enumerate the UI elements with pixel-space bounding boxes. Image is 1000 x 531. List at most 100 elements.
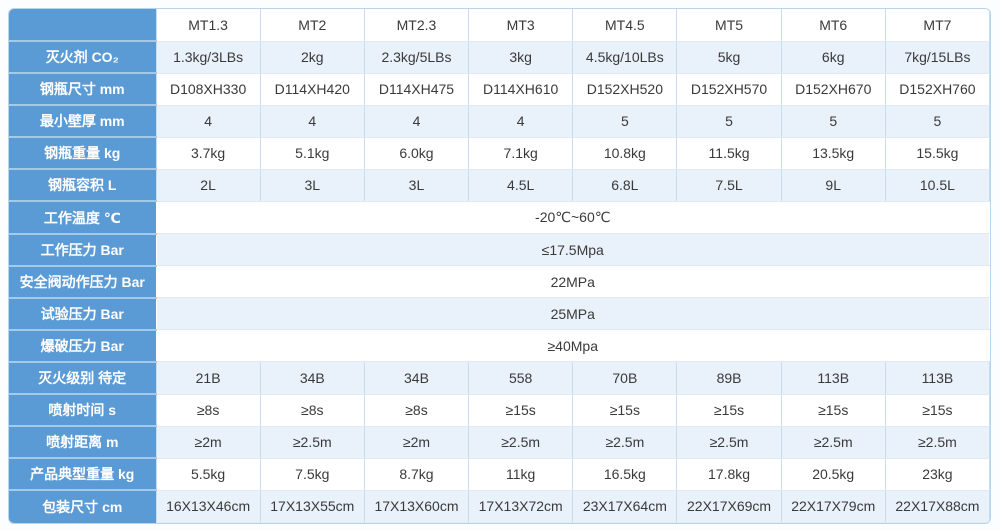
table-row: 灭火级别 待定 21B 34B 34B 558 70B 89B 113B 113B xyxy=(9,360,990,395)
column-header: MT2 xyxy=(259,9,365,42)
cell: 22X17X69cm xyxy=(676,489,782,523)
cell: ≥2m xyxy=(363,425,470,459)
cell: 7kg/15LBs xyxy=(884,40,990,74)
cell: 4.5kg/10LBs xyxy=(572,40,678,74)
cell: 11kg xyxy=(468,457,574,491)
table-row: 喷射距离 m ≥2m ≥2.5m ≥2m ≥2.5m ≥2.5m ≥2.5m ≥2.5m ≥2.… xyxy=(9,425,990,459)
cell: 113B xyxy=(780,361,886,395)
cell: 5 xyxy=(676,104,782,138)
cell: 113B xyxy=(884,361,990,395)
cell: 22X17X79cm xyxy=(780,489,886,523)
column-header: MT2.3 xyxy=(363,9,470,42)
cell: 3L xyxy=(259,168,365,202)
cell: 3L xyxy=(363,168,470,202)
cell: ≥15s xyxy=(676,393,782,427)
cell: 3kg xyxy=(468,40,574,74)
cell: D152XH520 xyxy=(572,72,678,106)
cell: D152XH570 xyxy=(676,72,782,106)
table-row: 安全阀动作压力 Bar 22MPa xyxy=(9,264,990,299)
cell: D114XH610 xyxy=(468,72,574,106)
column-header: MT3 xyxy=(468,9,574,42)
cell: 17X13X55cm xyxy=(259,489,365,523)
cell: 2L xyxy=(155,168,261,202)
table-row: 钢瓶尺寸 mm D108XH330 D114XH420 D114XH475 D114XH… xyxy=(9,72,990,106)
column-header: MT4.5 xyxy=(572,9,678,42)
cell: 9L xyxy=(780,168,886,202)
cell: 6kg xyxy=(780,40,886,74)
table-row: 爆破压力 Bar ≥40Mpa xyxy=(9,328,990,363)
row-label: 灭火剂 CO₂ xyxy=(9,39,156,74)
row-label: 试验压力 Bar xyxy=(9,296,156,330)
cell: 16X13X46cm xyxy=(155,489,261,523)
span-cell: 22MPa xyxy=(156,265,990,299)
cell: D152XH670 xyxy=(780,72,886,106)
cell: 23kg xyxy=(884,457,990,491)
cell: D152XH760 xyxy=(884,72,990,106)
spec-table: MT1.3 MT2 MT2.3 MT3 MT4.5 MT5 MT6 MT7 灭火剂 CO₂ 1.… xyxy=(9,9,990,523)
cell: D108XH330 xyxy=(155,72,261,106)
cell: 4 xyxy=(259,104,365,138)
column-header: MT1.3 xyxy=(155,9,261,42)
cell: 34B xyxy=(259,361,365,395)
cell: 5kg xyxy=(676,40,782,74)
cell: 5.5kg xyxy=(155,457,261,491)
table-row: 最小壁厚 mm 4 4 4 4 5 5 5 5 xyxy=(9,104,990,138)
row-label: 钢瓶容积 L xyxy=(9,168,156,202)
cell: 17X13X72cm xyxy=(468,489,574,523)
table-row: 喷射时间 s ≥8s ≥8s ≥8s ≥15s ≥15s ≥15s ≥15s ≥15s xyxy=(9,393,990,427)
row-label: 包装尺寸 cm xyxy=(9,489,156,523)
cell: 7.5L xyxy=(676,168,782,202)
cell: 89B xyxy=(676,361,782,395)
table-row: 工作压力 Bar ≤17.5Mpa xyxy=(9,232,990,267)
corner-cell xyxy=(9,9,156,41)
row-label: 灭火级别 待定 xyxy=(9,360,156,395)
cell: 7.5kg xyxy=(259,457,365,491)
span-cell: -20℃~60℃ xyxy=(156,200,990,235)
span-cell: 25MPa xyxy=(156,297,990,331)
spec-table-container: MT1.3 MT2 MT2.3 MT3 MT4.5 MT5 MT6 MT7 灭火剂 CO₂ 1.… xyxy=(8,8,991,524)
span-cell: ≥40Mpa xyxy=(156,329,990,363)
column-header: MT6 xyxy=(780,9,886,42)
table-row: 试验压力 Bar 25MPa xyxy=(9,296,990,331)
cell: D114XH420 xyxy=(259,72,365,106)
cell: 3.7kg xyxy=(155,136,261,170)
cell: ≥8s xyxy=(259,393,365,427)
cell: 11.5kg xyxy=(676,136,782,170)
cell: 1.3kg/3LBs xyxy=(155,40,261,74)
cell: 8.7kg xyxy=(363,457,470,491)
row-label: 最小壁厚 mm xyxy=(9,104,156,138)
cell: 20.5kg xyxy=(780,457,886,491)
cell: 23X17X64cm xyxy=(572,489,678,523)
cell: 7.1kg xyxy=(468,136,574,170)
cell: 21B xyxy=(155,361,261,395)
cell: 5 xyxy=(884,104,990,138)
cell: 22X17X88cm xyxy=(884,489,990,523)
row-label: 工作温度 ℃ xyxy=(9,200,156,234)
cell: ≥2.5m xyxy=(468,425,574,459)
table-row: 产品典型重量 kg 5.5kg 7.5kg 8.7kg 11kg 16.5kg 17.8kg… xyxy=(9,457,990,491)
cell: 6.0kg xyxy=(363,136,470,170)
table-row: 钢瓶容积 L 2L 3L 3L 4.5L 6.8L 7.5L 9L 10.5L xyxy=(9,168,990,202)
cell: ≥15s xyxy=(780,393,886,427)
cell: 5.1kg xyxy=(259,136,365,170)
span-cell: ≤17.5Mpa xyxy=(156,233,990,267)
row-label: 安全阀动作压力 Bar xyxy=(9,264,156,298)
cell: 558 xyxy=(468,361,574,395)
row-label: 喷射距离 m xyxy=(9,425,156,459)
cell: 13.5kg xyxy=(780,136,886,170)
row-label: 爆破压力 Bar xyxy=(9,328,156,362)
table-row: 灭火剂 CO₂ 1.3kg/3LBs 2kg 2.3kg/5LBs 3kg 4.5kg/1… xyxy=(9,39,990,74)
cell: 2kg xyxy=(259,40,365,74)
row-label: 喷射时间 s xyxy=(9,393,156,427)
row-label: 产品典型重量 kg xyxy=(9,457,156,491)
cell: 2.3kg/5LBs xyxy=(363,40,470,74)
cell: ≥8s xyxy=(363,393,470,427)
cell: 4 xyxy=(363,104,470,138)
cell: 34B xyxy=(363,361,470,395)
cell: ≥2.5m xyxy=(572,425,678,459)
cell: 5 xyxy=(572,104,678,138)
cell: 5 xyxy=(780,104,886,138)
cell: 17X13X60cm xyxy=(363,489,470,523)
column-header: MT5 xyxy=(676,9,782,42)
